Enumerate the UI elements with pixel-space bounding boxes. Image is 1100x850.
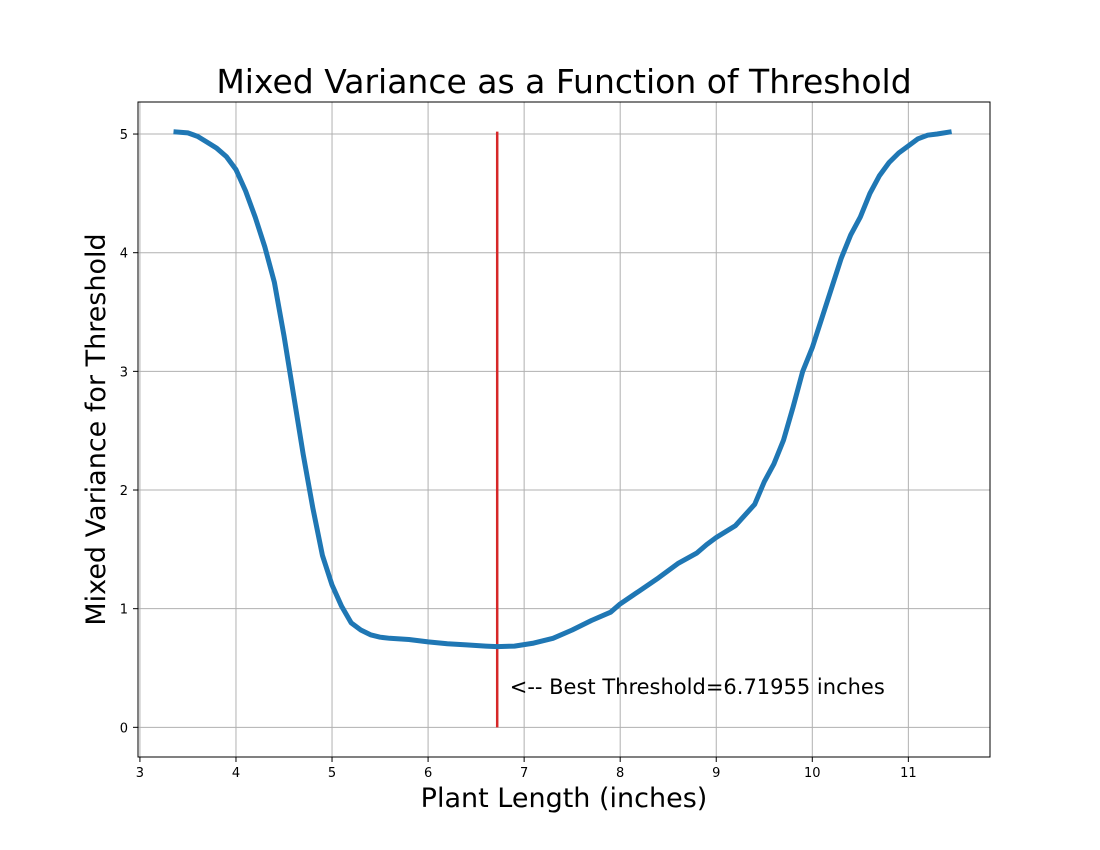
y-tick-label: 5 <box>120 128 128 143</box>
x-tick-label: 9 <box>712 766 720 781</box>
plot-frame <box>137 101 991 758</box>
y-tick-label: 2 <box>120 484 128 499</box>
ticks: 3 4 5 6 7 8 9 10 11 0 1 2 3 4 5 <box>120 128 917 781</box>
x-axis-label: Plant Length (inches) <box>421 783 708 814</box>
x-tick-label: 5 <box>328 766 336 781</box>
y-axis-label: Mixed Variance for Threshold <box>81 233 112 625</box>
chart-title: Mixed Variance as a Function of Threshol… <box>216 62 911 101</box>
variance-curve <box>173 129 952 650</box>
y-tick-label: 0 <box>120 721 128 736</box>
x-tick-label: 7 <box>520 766 528 781</box>
x-tick-label: 11 <box>900 766 917 781</box>
x-tick-label: 3 <box>136 766 144 781</box>
series-layer <box>173 129 952 650</box>
y-tick-label: 1 <box>120 603 128 618</box>
x-tick-label: 6 <box>424 766 432 781</box>
x-tick-label: 8 <box>616 766 624 781</box>
threshold-annotation: <-- Best Threshold=6.71955 inches <box>510 675 885 699</box>
x-tick-label: 10 <box>804 766 821 781</box>
grid <box>138 102 990 757</box>
x-tick-label: 4 <box>232 766 240 781</box>
y-tick-label: 3 <box>120 365 128 380</box>
y-tick-label: 4 <box>120 247 128 262</box>
